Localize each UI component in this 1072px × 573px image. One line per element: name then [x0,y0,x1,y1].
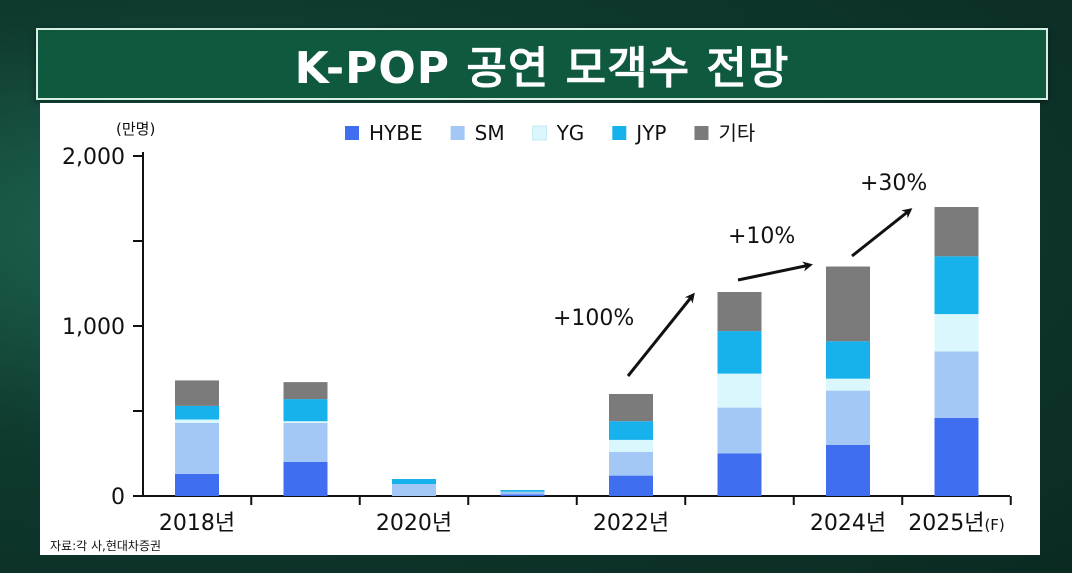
y-tick-label: 2,000 [62,145,125,170]
bar-segment-HYBE [283,462,328,496]
bar-segment-YG [175,419,219,423]
bar-segment-SM [717,407,762,454]
legend-label: JYP [634,121,666,145]
x-tick-label: 2025년(F) [908,511,1005,536]
y-tick-label: 1,000 [62,315,125,340]
bar-segment-기타 [175,380,219,406]
bar-segment-SM [175,422,219,474]
legend-swatch [612,126,627,140]
y-unit-label: (만명) [116,120,155,138]
x-tick-label: 2022년 [593,511,669,536]
bar-segment-SM [609,451,653,476]
bar-segment-HYBE [500,494,545,496]
bar-segment-YG [717,373,762,408]
title-bar: K-POP 공연 모객수 전망 [36,28,1048,100]
bar-segment-HYBE [717,453,762,496]
growth-arrow [851,208,913,258]
bar-segment-기타 [934,207,979,257]
legend-label: HYBE [369,121,423,145]
bar-segment-HYBE [934,417,979,496]
bar-segment-기타 [826,266,870,342]
bar-segment-SM [500,491,545,495]
bar-segment-JYP [609,421,653,440]
growth-arrow [626,292,695,377]
bar-segment-JYP [392,479,436,485]
bar-segment-SM [934,351,979,418]
x-tick-label: 2018년 [159,511,235,536]
growth-arrow [737,261,813,282]
bar-segment-JYP [283,399,328,422]
legend-swatch [450,126,465,140]
bar-segment-JYP [826,341,870,379]
bar-segment-YG [609,439,653,452]
source-note: 자료:각 사,현대차증권 [50,539,162,553]
legend-label: 기타 [718,121,755,145]
x-tick-label: 2020년 [376,511,452,536]
bar-segment-YG [826,378,870,391]
bar-segment-YG [283,421,328,423]
legend-swatch [532,125,548,141]
legend: HYBE SM YG JYP 기타 [345,121,755,145]
bar-segment-JYP [500,490,545,492]
growth-label: +30% [860,171,927,196]
bar-segment-SM [283,422,328,462]
bar-segment-JYP [717,331,762,374]
growth-annotations: +100% +10% +30% [553,171,927,377]
bar-segment-기타 [609,394,653,422]
bar-segment-JYP [934,256,979,315]
bar-segment-YG [934,314,979,352]
legend-swatch [345,126,359,140]
bar-segment-HYBE [609,475,653,496]
axes: 0 1,000 2,000 2018년 2020년 2022년 2024년 2025년(F) [62,145,1012,536]
bar-segment-HYBE [175,473,219,496]
legend-label: YG [556,121,585,145]
page-title: K-POP 공연 모객수 전망 [294,43,790,94]
y-tick-label: 0 [111,485,125,510]
bar-segment-기타 [283,382,328,400]
legend-swatch [694,126,709,140]
legend-label: SM [475,121,505,145]
bar-segment-HYBE [826,445,870,496]
growth-label: +100% [553,306,634,331]
bar-segment-기타 [717,292,762,332]
growth-label: +10% [728,224,795,249]
bars [175,207,979,496]
x-tick-label: 2024년 [810,511,886,536]
bar-segment-SM [826,390,870,445]
bar-segment-SM [392,484,436,496]
bar-segment-JYP [175,405,219,420]
